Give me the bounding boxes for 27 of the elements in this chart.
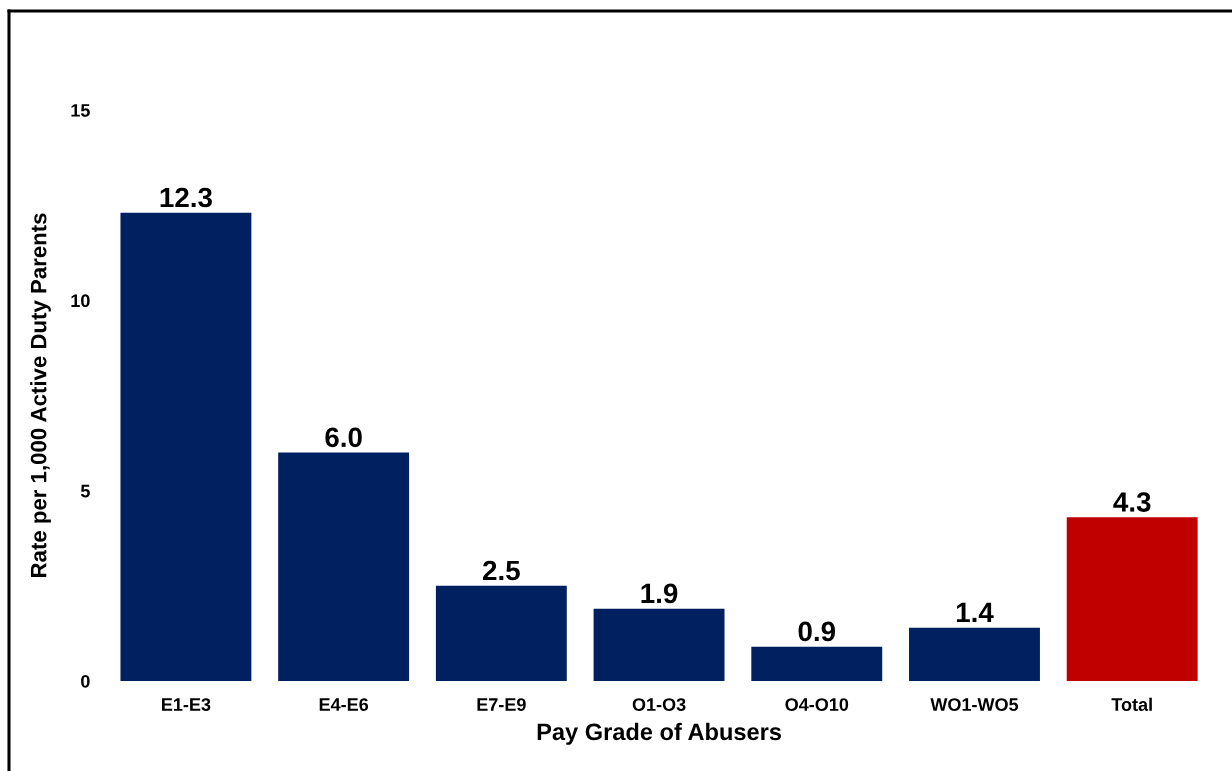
data-label: 4.3 (1113, 492, 1151, 512)
data-label: 12.3 (160, 187, 212, 208)
x-axis-title: Pay Grade of Abusers (537, 722, 781, 745)
x-tick-label: E7-E9 (477, 698, 526, 711)
bar (1066, 517, 1198, 682)
x-tick-label: Total (1111, 697, 1152, 711)
bar (751, 646, 883, 682)
data-label: 0.9 (798, 621, 836, 642)
x-tick-label: WO1-WO5 (930, 698, 1019, 711)
bar (909, 627, 1040, 682)
x-tick-label: O1-O3 (632, 698, 686, 711)
y-tick-label: 10 (71, 294, 90, 308)
bar (593, 608, 725, 682)
y-tick-label: 5 (80, 484, 90, 498)
data-label: 1.9 (641, 583, 678, 604)
data-label: 6.0 (325, 427, 362, 448)
data-label: 2.5 (483, 560, 520, 581)
x-tick-label: O4-O10 (785, 698, 849, 711)
bar (278, 452, 410, 682)
bar (435, 585, 567, 682)
x-tick-label: E4-E6 (319, 698, 369, 711)
bar (120, 212, 252, 682)
data-label: 1.4 (956, 602, 994, 622)
y-tick-label: 15 (71, 104, 90, 117)
y-tick-label: 0 (81, 674, 90, 688)
y-axis-title: Rate per 1,000 Active Duty Parents (30, 213, 51, 578)
x-tick-label: E1-E3 (162, 698, 211, 711)
